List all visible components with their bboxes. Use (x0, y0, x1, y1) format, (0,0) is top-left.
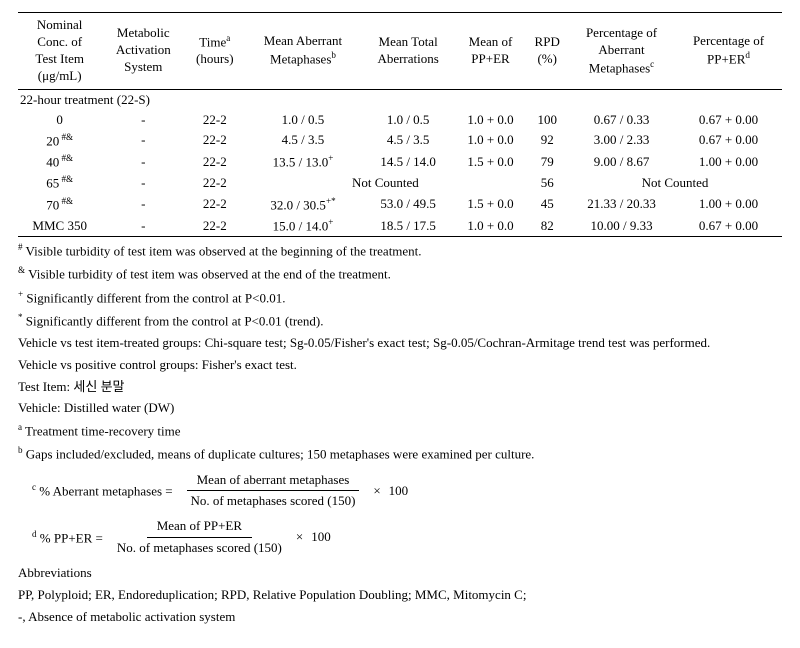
cell-conc: 0 (18, 110, 101, 130)
times-symbol: × (296, 528, 303, 547)
th-c5: Mean TotalAberrations (362, 13, 455, 90)
cell-ppper: 0.67 + 0.00 (675, 215, 782, 237)
table-body: 22-hour treatment (22-S)0-22-21.0 / 0.51… (18, 89, 782, 237)
vehicle: Vehicle: Distilled water (DW) (18, 399, 782, 418)
cell-paber: 10.00 / 9.33 (568, 215, 675, 237)
times-symbol: × (373, 482, 380, 501)
formula-c-den: No. of metaphases scored (150) (190, 491, 355, 511)
cell-act: - (101, 215, 185, 237)
th-c7: RPD(%) (526, 13, 568, 90)
cell-notcounted: Not Counted (568, 172, 782, 193)
cell-rpd: 79 (526, 151, 568, 172)
cell-aber: 1.0 / 0.5 (244, 110, 361, 130)
th-c1: NominalConc. ofTest Item(μg/mL) (18, 13, 101, 90)
formula-c-frac: Mean of aberrant metaphases No. of metap… (187, 471, 360, 512)
cell-time: 22-2 (185, 215, 244, 237)
formula-c-num: Mean of aberrant metaphases (187, 471, 360, 492)
cell-ppper: 1.00 + 0.00 (675, 151, 782, 172)
cell-rpd: 92 (526, 130, 568, 151)
cell-act: - (101, 172, 185, 193)
cell-time: 22-2 (185, 110, 244, 130)
test-item: Test Item: 세신 분말 (18, 378, 782, 397)
th-c4_html: Mean AberrantMetaphasesb (244, 13, 361, 90)
cell-ppper: 1.00 + 0.00 (675, 194, 782, 215)
formula-d: d % PP+ER = Mean of PP+ER No. of metapha… (18, 517, 782, 558)
cell-ppper: 0.67 + 0.00 (675, 130, 782, 151)
cell-conc: 65 #& (18, 172, 101, 193)
th-c8_html: Percentage ofAberrantMetaphasesc (568, 13, 675, 90)
cell-act: - (101, 130, 185, 151)
cell-ppper: 0.67 + 0.00 (675, 110, 782, 130)
footnote-b: b Gaps included/excluded, means of dupli… (18, 444, 782, 464)
table-row: 70 #&-22-232.0 / 30.5+*53.0 / 49.51.5 + … (18, 194, 782, 215)
cell-time: 22-2 (185, 151, 244, 172)
stat-note-2: Vehicle vs positive control groups: Fish… (18, 356, 782, 375)
abbr-line-2: -, Absence of metabolic activation syste… (18, 608, 782, 627)
table-row: MMC 350-22-215.0 / 14.0+18.5 / 17.51.0 +… (18, 215, 782, 237)
cell-tot: 1.0 / 0.5 (362, 110, 455, 130)
formula-c-hundred: 100 (389, 482, 409, 501)
formula-c-lead: c % Aberrant metaphases = (32, 481, 173, 501)
cell-act: - (101, 151, 185, 172)
formula-d-lead: d % PP+ER = (32, 528, 103, 548)
cell-aber: 15.0 / 14.0+ (244, 215, 361, 237)
table-row: 20 #&-22-24.5 / 3.54.5 / 3.51.0 + 0.0923… (18, 130, 782, 151)
cell-paber: 9.00 / 8.67 (568, 151, 675, 172)
cell-tot: 53.0 / 49.5 (362, 194, 455, 215)
formula-d-frac: Mean of PP+ER No. of metaphases scored (… (117, 517, 282, 558)
formula-d-num: Mean of PP+ER (147, 517, 252, 538)
results-table: NominalConc. ofTest Item(μg/mL)Metabolic… (18, 12, 782, 237)
cell-paber: 3.00 / 2.33 (568, 130, 675, 151)
cell-paber: 0.67 / 0.33 (568, 110, 675, 130)
section-title: 22-hour treatment (22-S) (18, 89, 782, 110)
abbr-line-1: PP, Polyploid; ER, Endoreduplication; RP… (18, 586, 782, 605)
cell-tot: 18.5 / 17.5 (362, 215, 455, 237)
cell-aber: 32.0 / 30.5+* (244, 194, 361, 215)
table-row: 40 #&-22-213.5 / 13.0+14.5 / 14.01.5 + 0… (18, 151, 782, 172)
th-c2: MetabolicActivationSystem (101, 13, 185, 90)
cell-time: 22-2 (185, 172, 244, 193)
footnote-plus: + Significantly different from the contr… (18, 288, 782, 308)
cell-tot: 4.5 / 3.5 (362, 130, 455, 151)
cell-time: 22-2 (185, 194, 244, 215)
formula-d-den: No. of metaphases scored (150) (117, 538, 282, 558)
cell-aber: 13.5 / 13.0+ (244, 151, 361, 172)
cell-tot: 14.5 / 14.0 (362, 151, 455, 172)
footnote-amp: & Visible turbidity of test item was obs… (18, 264, 782, 284)
cell-notcounted: Not Counted (244, 172, 526, 193)
cell-conc: 40 #& (18, 151, 101, 172)
cell-pper: 1.0 + 0.0 (455, 110, 527, 130)
cell-time: 22-2 (185, 130, 244, 151)
footnote-hash: # Visible turbidity of test item was obs… (18, 241, 782, 261)
cell-paber: 21.33 / 20.33 (568, 194, 675, 215)
formula-c: c % Aberrant metaphases = Mean of aberra… (18, 471, 782, 512)
cell-act: - (101, 194, 185, 215)
th-c9_html: Percentage ofPP+ERd (675, 13, 782, 90)
cell-pper: 1.5 + 0.0 (455, 194, 527, 215)
cell-aber: 4.5 / 3.5 (244, 130, 361, 151)
cell-pper: 1.0 + 0.0 (455, 130, 527, 151)
cell-act: - (101, 110, 185, 130)
table-row: 0-22-21.0 / 0.51.0 / 0.51.0 + 0.01000.67… (18, 110, 782, 130)
cell-conc: MMC 350 (18, 215, 101, 237)
th-c6: Mean ofPP+ER (455, 13, 527, 90)
cell-rpd: 45 (526, 194, 568, 215)
cell-pper: 1.0 + 0.0 (455, 215, 527, 237)
abbr-title: Abbreviations (18, 564, 782, 583)
cell-rpd: 82 (526, 215, 568, 237)
footnote-a: a Treatment time-recovery time (18, 421, 782, 441)
stat-note-1: Vehicle vs test item-treated groups: Chi… (18, 334, 782, 353)
footnote-star: * Significantly different from the contr… (18, 311, 782, 331)
footnotes: # Visible turbidity of test item was obs… (18, 241, 782, 626)
cell-conc: 70 #& (18, 194, 101, 215)
table-header: NominalConc. ofTest Item(μg/mL)Metabolic… (18, 13, 782, 90)
cell-conc: 20 #& (18, 130, 101, 151)
cell-rpd: 100 (526, 110, 568, 130)
cell-pper: 1.5 + 0.0 (455, 151, 527, 172)
table-row: 65 #&-22-2Not Counted56Not Counted (18, 172, 782, 193)
formula-d-hundred: 100 (311, 528, 331, 547)
th-c3_html: Timea(hours) (185, 13, 244, 90)
cell-rpd: 56 (526, 172, 568, 193)
